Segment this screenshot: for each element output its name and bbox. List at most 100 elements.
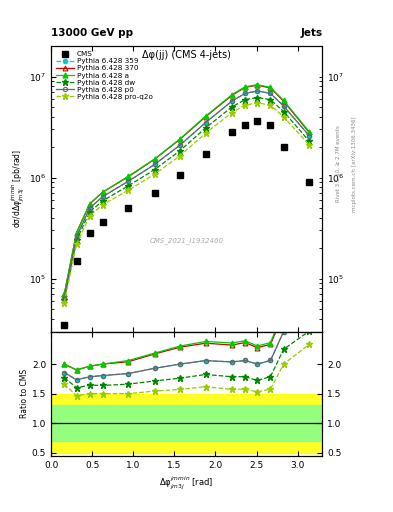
Pythia 6.428 a	[101, 189, 105, 195]
Pythia 6.428 p0	[230, 98, 234, 104]
Pythia 6.428 pro-q2o	[62, 300, 66, 306]
Pythia 6.428 359	[87, 205, 92, 211]
Pythia 6.428 370	[152, 156, 157, 162]
Pythia 6.428 a	[268, 84, 273, 91]
Pythia 6.428 dw	[178, 147, 182, 154]
Pythia 6.428 370	[203, 114, 208, 120]
Y-axis label: Ratio to CMS: Ratio to CMS	[20, 369, 29, 418]
Pythia 6.428 dw	[268, 97, 273, 103]
Pythia 6.428 370	[101, 189, 105, 195]
Pythia 6.428 dw	[62, 296, 66, 303]
Text: CMS_2021_I1932460: CMS_2021_I1932460	[150, 237, 224, 244]
Pythia 6.428 359	[268, 91, 273, 97]
Text: Jets: Jets	[300, 28, 322, 38]
Pythia 6.428 p0	[126, 178, 131, 184]
Pythia 6.428 a	[307, 129, 312, 135]
Pythia 6.428 p0	[255, 88, 260, 94]
Pythia 6.428 359	[126, 178, 131, 184]
Pythia 6.428 pro-q2o	[242, 102, 247, 109]
Pythia 6.428 a	[87, 201, 92, 207]
CMS	[126, 205, 131, 211]
Line: Pythia 6.428 dw: Pythia 6.428 dw	[61, 94, 312, 303]
Pythia 6.428 a	[62, 291, 66, 297]
Pythia 6.428 a	[74, 230, 79, 236]
Pythia 6.428 359	[74, 233, 79, 240]
Line: Pythia 6.428 370: Pythia 6.428 370	[62, 83, 312, 297]
Pythia 6.428 a	[178, 136, 182, 142]
Pythia 6.428 359	[203, 119, 208, 125]
Pythia 6.428 pro-q2o	[255, 100, 260, 106]
Pythia 6.428 a	[126, 173, 131, 179]
Pythia 6.428 dw	[255, 94, 260, 100]
CMS	[255, 118, 260, 124]
Pythia 6.428 359	[230, 98, 234, 104]
CMS	[87, 230, 92, 237]
Pythia 6.428 pro-q2o	[230, 110, 234, 116]
CMS	[74, 258, 79, 264]
Pythia 6.428 370	[74, 230, 79, 236]
Pythia 6.428 pro-q2o	[203, 130, 208, 136]
Pythia 6.428 359	[178, 142, 182, 148]
Pythia 6.428 370	[268, 85, 273, 91]
Pythia 6.428 370	[307, 130, 312, 136]
Pythia 6.428 370	[255, 82, 260, 88]
Pythia 6.428 a	[230, 92, 234, 98]
Pythia 6.428 dw	[74, 237, 79, 243]
Text: 13000 GeV pp: 13000 GeV pp	[51, 28, 133, 38]
Pythia 6.428 p0	[101, 194, 105, 200]
CMS	[101, 219, 105, 225]
Pythia 6.428 a	[255, 81, 260, 88]
Pythia 6.428 359	[101, 194, 105, 200]
CMS	[281, 144, 286, 150]
Pythia 6.428 pro-q2o	[101, 202, 105, 208]
Y-axis label: dσ/dΔφ$^{jm min}_{jm 3j}$ [pb/rad]: dσ/dΔφ$^{jm min}_{jm 3j}$ [pb/rad]	[9, 150, 26, 228]
Pythia 6.428 pro-q2o	[307, 142, 312, 148]
Pythia 6.428 dw	[126, 183, 131, 189]
Pythia 6.428 pro-q2o	[87, 212, 92, 219]
Pythia 6.428 p0	[87, 205, 92, 211]
Pythia 6.428 p0	[281, 103, 286, 109]
Pythia 6.428 dw	[87, 208, 92, 215]
Pythia 6.428 p0	[203, 119, 208, 125]
Pythia 6.428 370	[242, 84, 247, 91]
Pythia 6.428 dw	[307, 138, 312, 144]
Pythia 6.428 a	[152, 156, 157, 162]
Pythia 6.428 pro-q2o	[281, 114, 286, 120]
CMS	[268, 122, 273, 129]
Line: Pythia 6.428 p0: Pythia 6.428 p0	[62, 89, 311, 300]
Pythia 6.428 p0	[178, 142, 182, 148]
Text: Rivet 3.1.10, ≥ 2.7M events: Rivet 3.1.10, ≥ 2.7M events	[336, 125, 341, 202]
Pythia 6.428 359	[242, 91, 247, 97]
CMS	[230, 130, 234, 136]
Pythia 6.428 359	[255, 88, 260, 94]
Pythia 6.428 dw	[152, 166, 157, 173]
Pythia 6.428 p0	[152, 161, 157, 167]
Line: Pythia 6.428 pro-q2o: Pythia 6.428 pro-q2o	[61, 100, 312, 306]
Pythia 6.428 pro-q2o	[74, 241, 79, 247]
Pythia 6.428 359	[281, 103, 286, 109]
CMS	[62, 322, 66, 328]
Pythia 6.428 dw	[203, 125, 208, 131]
Pythia 6.428 pro-q2o	[152, 171, 157, 177]
Pythia 6.428 370	[62, 291, 66, 297]
X-axis label: Δφ$^{jm min}_{jm 3j}$ [rad]: Δφ$^{jm min}_{jm 3j}$ [rad]	[160, 474, 214, 490]
Pythia 6.428 370	[87, 201, 92, 207]
Pythia 6.428 p0	[62, 294, 66, 301]
Pythia 6.428 dw	[281, 109, 286, 115]
Pythia 6.428 p0	[268, 91, 273, 97]
Pythia 6.428 dw	[101, 198, 105, 204]
Pythia 6.428 p0	[74, 233, 79, 240]
Pythia 6.428 359	[62, 294, 66, 301]
Line: Pythia 6.428 a: Pythia 6.428 a	[62, 82, 312, 297]
Text: mcplots.cern.ch [arXiv:1306.3436]: mcplots.cern.ch [arXiv:1306.3436]	[352, 116, 357, 211]
Pythia 6.428 a	[281, 97, 286, 103]
Pythia 6.428 pro-q2o	[268, 102, 273, 109]
Pythia 6.428 370	[281, 98, 286, 104]
Pythia 6.428 p0	[242, 91, 247, 97]
Pythia 6.428 370	[126, 174, 131, 180]
Line: CMS: CMS	[61, 119, 312, 328]
Pythia 6.428 359	[152, 161, 157, 167]
Pythia 6.428 370	[230, 92, 234, 98]
Pythia 6.428 dw	[230, 104, 234, 110]
Line: Pythia 6.428 359: Pythia 6.428 359	[62, 89, 311, 300]
